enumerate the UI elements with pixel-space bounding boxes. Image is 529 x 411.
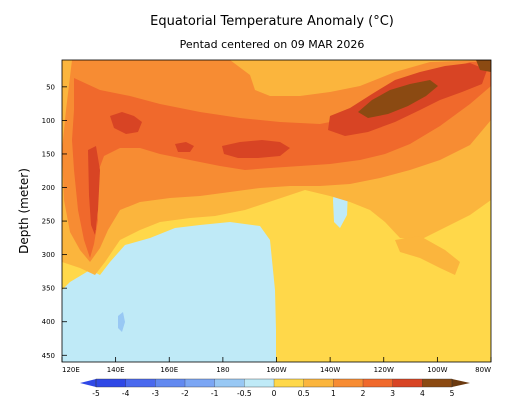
warm-wedge-east-deep (285, 260, 491, 362)
colorbar-bin (155, 379, 186, 387)
colorbar-label: -3 (152, 389, 160, 398)
y-tick-label: 50 (46, 83, 55, 91)
colorbar-bin (214, 379, 245, 387)
x-tick-label: 120W (374, 366, 394, 374)
y-axis-label: Depth (meter) (17, 168, 31, 254)
colorbar-label: 0.5 (298, 389, 310, 398)
warm-streak-deep (92, 168, 96, 230)
colorbar-label: -0.5 (237, 389, 252, 398)
warm-peak-4 (358, 80, 438, 118)
cold-dot-deep-west (118, 312, 125, 332)
colorbar-bin (125, 379, 156, 387)
warm-patch-3-west (110, 112, 142, 134)
colorbar-label: -1 (211, 389, 219, 398)
plot-area (62, 60, 491, 362)
colorbar-bin (422, 379, 453, 387)
colorbar-bin (333, 379, 364, 387)
colorbar-label: 2 (361, 389, 366, 398)
x-tick-label: 180 (216, 366, 229, 374)
x-axis: 120E 140E 160E 180 160W 140W 120W 100W 80W (61, 357, 492, 374)
y-axis: 50 100 150 200 250 300 350 400 450 (42, 83, 67, 360)
x-tick-label: 160E (160, 366, 178, 374)
colorbar-bin (363, 379, 394, 387)
y-tick-label: 400 (42, 318, 55, 326)
y-tick-label: 450 (42, 352, 55, 360)
x-tick-label: 160W (266, 366, 286, 374)
colorbar-extend-low (80, 379, 96, 387)
colorbar-label: 0 (272, 389, 277, 398)
colorbar: -5 -4 -3 -2 -1 -0.5 0 0.5 1 2 3 4 5 (80, 378, 470, 398)
chart-title: Equatorial Temperature Anomaly (°C) (150, 14, 394, 29)
y-tick-label: 100 (42, 117, 55, 125)
colorbar-bin (392, 379, 423, 387)
colorbar-bin (274, 379, 305, 387)
warm-patch-3-small (175, 142, 194, 152)
warm-patch-3-mid (222, 140, 290, 158)
colorbar-bin (244, 379, 275, 387)
colorbar-label: -5 (92, 389, 100, 398)
x-tick-label: 80W (475, 366, 491, 374)
cold-region-deep-west (62, 222, 276, 362)
colorbar-label: 3 (390, 389, 395, 398)
y-tick-label: 300 (42, 251, 55, 259)
x-tick-label: 140E (107, 366, 125, 374)
colorbar-label: -2 (181, 389, 189, 398)
chart-subtitle: Pentad centered on 09 MAR 2026 (180, 38, 365, 51)
colorbar-label: 4 (420, 389, 425, 398)
colorbar-bin (303, 379, 334, 387)
x-tick-label: 120E (62, 366, 80, 374)
y-tick-label: 250 (42, 218, 55, 226)
y-tick-label: 150 (42, 150, 55, 158)
colorbar-label: -4 (122, 389, 130, 398)
y-tick-label: 200 (42, 184, 55, 192)
colorbar-bin (185, 379, 216, 387)
x-tick-label: 100W (427, 366, 447, 374)
colorbar-label: 1 (331, 389, 336, 398)
x-tick-label: 140W (320, 366, 340, 374)
warm-peak-4-edge (476, 60, 491, 72)
warm-lobe-0.5-east (395, 236, 460, 275)
colorbar-bin (96, 379, 127, 387)
colorbar-label: 5 (450, 389, 455, 398)
colorbar-extend-high (452, 379, 470, 387)
y-tick-label: 350 (42, 285, 55, 293)
